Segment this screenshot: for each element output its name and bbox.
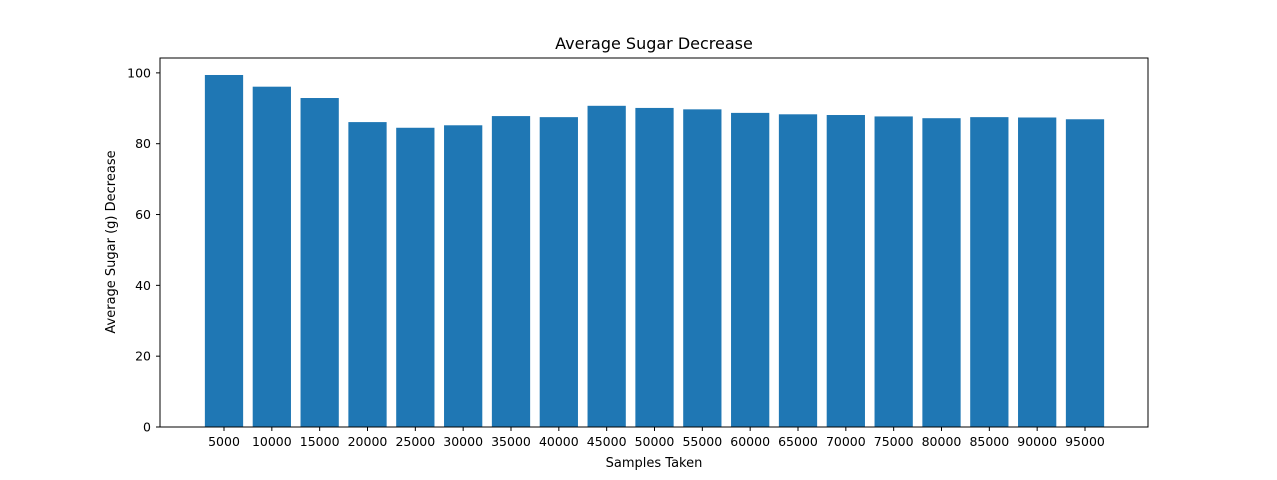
- x-tick-label: 30000: [443, 434, 483, 449]
- bar-15000: [300, 98, 339, 428]
- bar-25000: [396, 127, 435, 428]
- chart-title: Average Sugar Decrease: [555, 34, 753, 53]
- x-tick-label: 20000: [348, 434, 388, 449]
- bar-5000: [204, 74, 244, 427]
- x-tick-label: 80000: [922, 434, 962, 449]
- y-tick-label: 40: [135, 278, 151, 293]
- x-axis-label: Samples Taken: [606, 456, 703, 471]
- bar-45000: [587, 105, 626, 427]
- bars-group: [204, 74, 1105, 428]
- x-tick-label: 90000: [1017, 434, 1057, 449]
- x-tick-label: 10000: [252, 434, 292, 449]
- x-tick-label: 50000: [635, 434, 675, 449]
- bar-90000: [1018, 117, 1057, 427]
- bar-80000: [922, 118, 961, 427]
- y-tick-label: 0: [143, 420, 151, 435]
- bar-75000: [874, 116, 913, 427]
- bar-70000: [826, 115, 865, 427]
- y-tick-label: 80: [135, 136, 151, 151]
- bar-65000: [778, 114, 818, 427]
- x-tick-label: 35000: [491, 434, 531, 449]
- bar-95000: [1065, 119, 1105, 427]
- bar-60000: [731, 112, 770, 427]
- bar-85000: [970, 117, 1009, 427]
- bar-55000: [683, 109, 722, 428]
- y-tick-label: 100: [127, 65, 151, 80]
- x-tick-label: 85000: [969, 434, 1009, 449]
- x-tick-label: 40000: [539, 434, 579, 449]
- y-tick-label: 20: [135, 349, 151, 364]
- x-tick-label: 55000: [682, 434, 722, 449]
- bar-50000: [635, 107, 674, 428]
- bar-30000: [444, 125, 483, 428]
- bar-10000: [252, 86, 291, 427]
- y-axis-ticks: 0 20 40 60 80 100: [127, 65, 160, 435]
- x-tick-label: 70000: [826, 434, 866, 449]
- x-axis-ticks: 5000 10000 15000 20000 25000 30000 35000 40000 4…: [208, 427, 1105, 449]
- bar-20000: [348, 122, 387, 428]
- bar-40000: [539, 117, 578, 427]
- x-tick-label: 45000: [587, 434, 627, 449]
- bar-35000: [491, 116, 531, 427]
- x-tick-label: 25000: [395, 434, 435, 449]
- y-axis-label: Average Sugar (g) Decrease: [104, 150, 119, 333]
- x-tick-label: 75000: [874, 434, 914, 449]
- x-tick-label: 95000: [1065, 434, 1105, 449]
- x-tick-label: 65000: [778, 434, 818, 449]
- plot-frame: [159, 57, 1149, 428]
- x-tick-label: 60000: [730, 434, 770, 449]
- x-tick-label: 5000: [208, 434, 240, 449]
- y-tick-label: 60: [135, 207, 151, 222]
- x-tick-label: 15000: [300, 434, 340, 449]
